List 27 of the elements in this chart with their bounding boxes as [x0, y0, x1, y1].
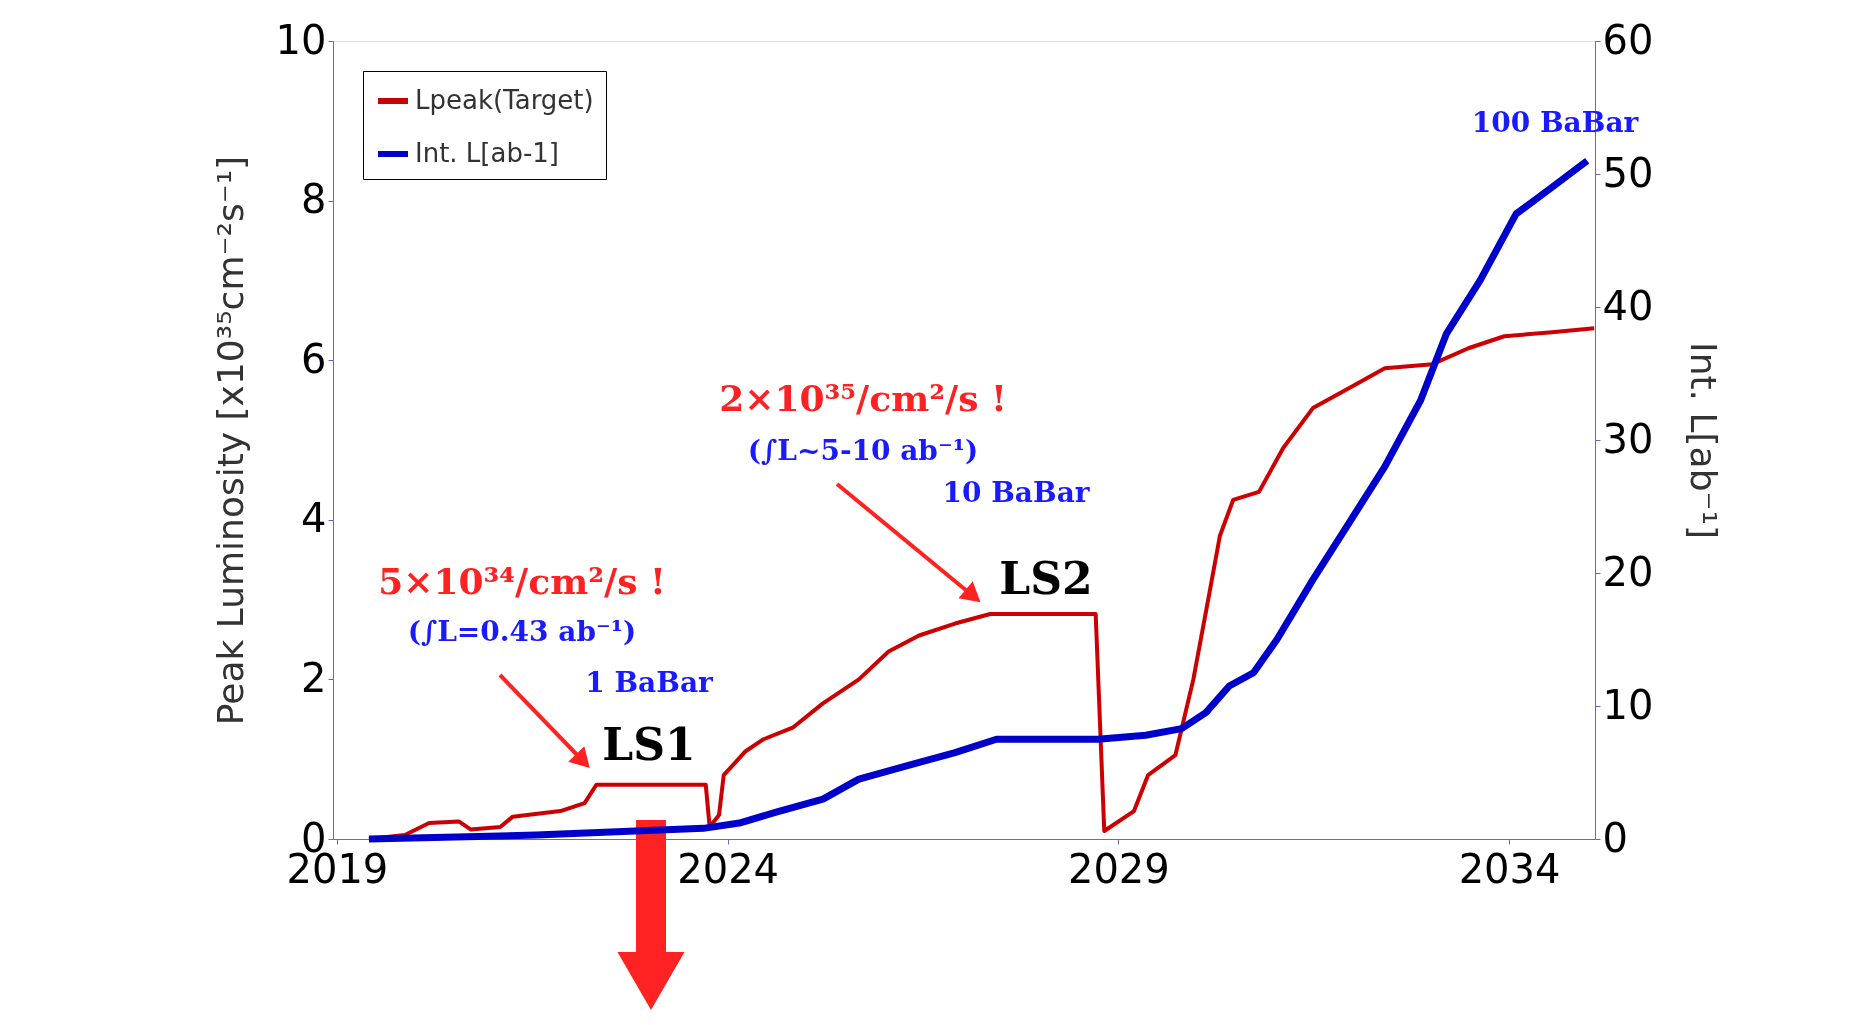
- y-tick-label: 6: [301, 335, 327, 382]
- y2-axis-title: Int. L[ab⁻¹]: [1683, 342, 1725, 539]
- annotation: LS2: [999, 553, 1093, 604]
- y2-tick-label: 60: [1602, 16, 1654, 63]
- x-tick-label: 2024: [677, 845, 780, 892]
- y-axis-title: Peak Luminosity [x10³⁵cm⁻²s⁻¹]: [209, 155, 251, 726]
- annotation: (∫L=0.43 ab⁻¹): [407, 615, 637, 648]
- y2-tick-label: 50: [1602, 149, 1654, 196]
- y2-tick-label: 30: [1602, 415, 1654, 462]
- y-tick-label: 8: [301, 176, 327, 223]
- legend-label: Lpeak(Target): [415, 85, 594, 115]
- y-tick-label: 4: [301, 495, 327, 542]
- x-tick-label: 2034: [1458, 845, 1561, 892]
- y2-tick-label: 10: [1602, 681, 1654, 728]
- annotation: 5×10³⁴/cm²/s !: [378, 560, 666, 602]
- annotation: (∫L~5-10 ab⁻¹): [747, 434, 979, 467]
- y2-tick-label: 20: [1602, 548, 1654, 595]
- y-tick-label: 10: [275, 16, 327, 63]
- x-tick-label: 2029: [1067, 845, 1170, 892]
- annotation: 10 BaBar: [942, 476, 1091, 509]
- y2-tick-label: 40: [1602, 282, 1654, 329]
- legend-label: Int. L[ab-1]: [415, 138, 560, 168]
- annotation: LS1: [602, 719, 696, 770]
- y-tick-label: 2: [301, 654, 327, 701]
- annotation: 2×10³⁵/cm²/s !: [719, 377, 1007, 419]
- annotation: 1 BaBar: [585, 666, 715, 699]
- y2-tick-label: 0: [1602, 814, 1628, 861]
